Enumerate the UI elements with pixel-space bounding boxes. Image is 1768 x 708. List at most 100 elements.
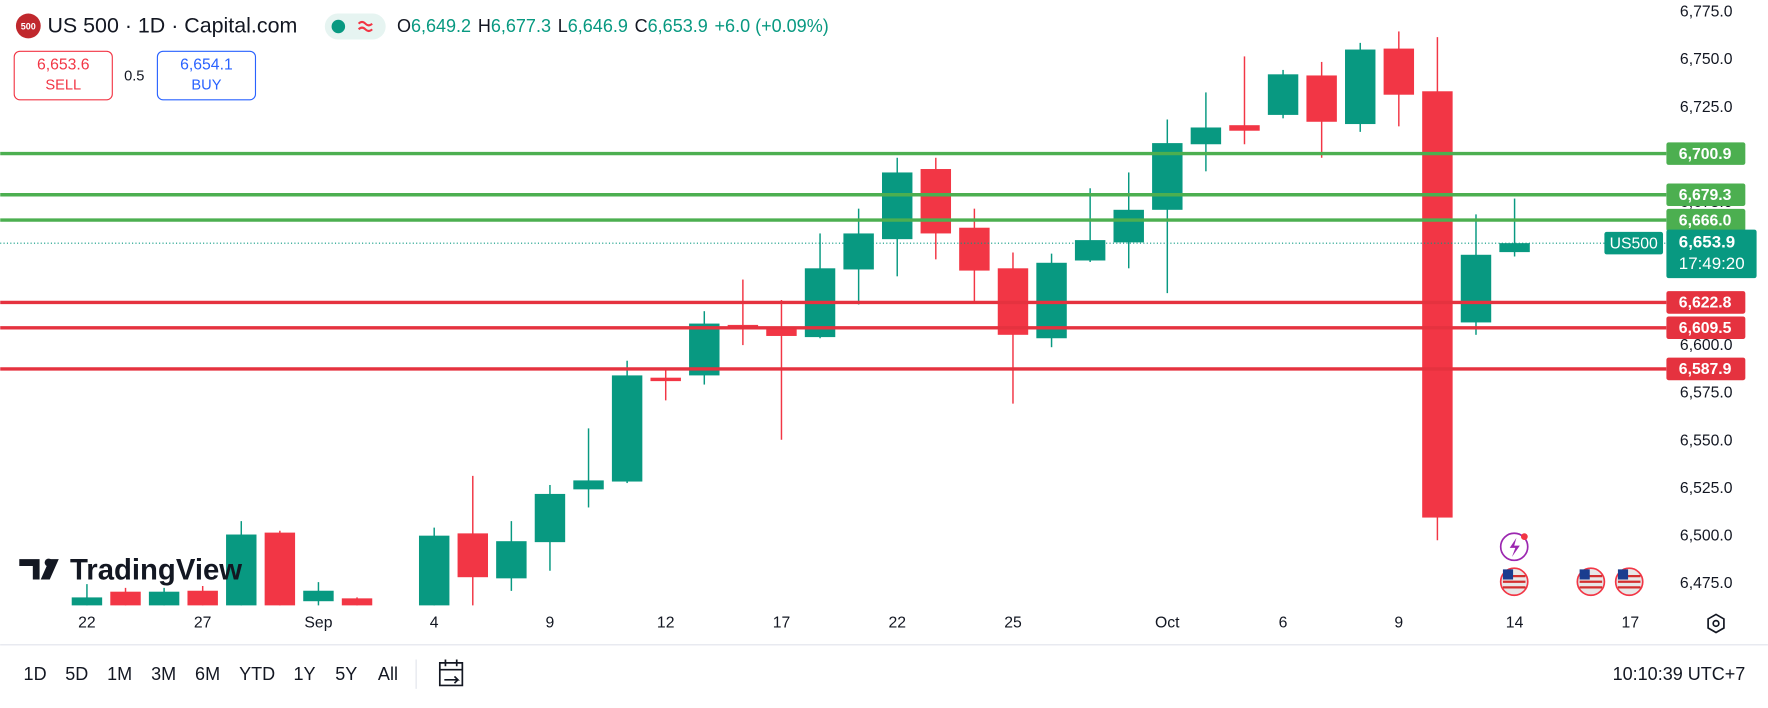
buy-button[interactable] [156,50,257,101]
symbol-badge [15,13,41,39]
level-tag [1666,357,1746,381]
x-tick-label: 27 [194,615,212,632]
spread: 0.5 [124,69,144,85]
symbol-tag [1604,231,1664,255]
y-tick-label: 6,500.0 [1680,528,1733,545]
candle-body [534,493,566,543]
candle-body [148,591,180,606]
candle-body [650,377,681,382]
x-tick-label: 12 [657,615,675,632]
candle-body [1229,125,1260,131]
goto-date-icon[interactable] [438,659,464,687]
candle-body [110,591,141,606]
x-tick-label: 25 [1004,615,1022,632]
plot-area [0,31,1667,606]
toolbar: 1D 5D 1M 3M 6M YTD 1Y 5Y All [24,664,398,684]
sell-price: 6,653.6 [37,57,90,74]
x-tick-label: 9 [1394,615,1403,632]
candle-body [573,480,604,490]
countdown: 17:49:20 [1679,254,1745,273]
y-tick-label: 6,525.0 [1680,480,1733,497]
ohlc-key: C [635,16,648,36]
candle-body [1113,209,1144,243]
level-tag [1666,316,1746,340]
symbol-tag-label: US500 [1610,235,1658,252]
x-tick-label: 17 [773,615,791,632]
x-tick-label: 22 [888,615,906,632]
event-bolt [1509,537,1520,557]
y-tick-label: 6,475.0 [1680,575,1733,592]
y-tick-label: 6,600.0 [1680,337,1733,354]
x-tick-label: 6 [1279,615,1288,632]
level-label: 6,622.8 [1679,295,1732,312]
candle-body [187,590,218,606]
level-label: 6,679.3 [1679,187,1732,204]
x-tick-label: 17 [1622,615,1640,632]
ohlc-key: L [558,16,568,36]
range-button[interactable]: 1Y [293,664,315,684]
range-button[interactable]: 5D [65,664,88,684]
candle-body [1499,243,1530,253]
event-dot [1520,533,1528,541]
range-button[interactable]: All [378,664,398,684]
buy-price: 6,654.1 [180,57,233,74]
level-label: 6,587.9 [1679,361,1732,378]
ohlc-key: O [397,16,411,36]
x-tick-label: 22 [78,615,96,632]
logo-dot [44,558,53,567]
x-tick-label: 14 [1506,615,1524,632]
price-axis: 6,475.0 6,500.0 6,525.0 6,550.0 6,575.0 6,600… [1604,4,1757,592]
level-label: 6,700.9 [1679,146,1732,163]
y-tick-label: 6,725.0 [1680,99,1733,116]
range-button[interactable]: 1M [107,664,132,684]
range-button[interactable]: 6M [195,664,220,684]
candle-body [418,535,450,606]
ohlc-value: 6,677.3 [491,16,551,36]
candle-body [881,172,913,240]
ohlc-value: 6,653.9 [648,16,708,36]
ohlc-key: H [478,16,491,36]
candle-body [1267,74,1299,115]
range-button[interactable]: YTD [239,664,275,684]
level-tag [1666,208,1746,232]
y-tick-label: 6,550.0 [1680,432,1733,449]
change: +6.0 (+0.09%) [715,16,829,36]
candle-body [71,597,103,606]
candle-body [1074,240,1106,261]
y-tick-label: 6,575.0 [1680,385,1733,402]
price-tag [1666,229,1757,279]
y-tick-label: 6,750.0 [1680,51,1733,68]
x-tick-label: 4 [430,615,439,632]
candle-body [1422,91,1453,518]
candle-body [303,590,334,602]
sell-button[interactable] [13,50,113,101]
status-icon [357,20,373,33]
x-tick-label: Sep [304,615,332,632]
range-button[interactable]: 1D [24,664,47,684]
candle-body [457,533,489,578]
candle-body [1190,127,1222,145]
x-tick-label: Oct [1155,615,1180,632]
range-button[interactable]: 5Y [335,664,357,684]
candle-body [843,233,874,270]
candle-body [959,227,990,271]
settings-icon[interactable] [1707,613,1725,634]
range-button[interactable]: 3M [151,664,176,684]
candle-body [1036,262,1067,339]
candle-body [264,532,296,606]
candle-body [689,323,720,376]
status-dot [331,19,346,34]
candle-body [920,169,952,234]
ohlc-value: 6,649.2 [411,16,471,36]
candle-body [496,541,527,579]
level-tag [1666,291,1746,314]
buy-label: BUY [191,78,221,94]
candle-body [341,598,373,606]
level-label: 6,666.0 [1679,212,1732,229]
clock[interactable]: 10:10:39 UTC+7 [1613,664,1746,684]
candle-body [611,375,643,482]
symbol-title[interactable]: US 500 · 1D · Capital.com [47,14,297,38]
ohlc-value: 6,646.9 [568,16,628,36]
